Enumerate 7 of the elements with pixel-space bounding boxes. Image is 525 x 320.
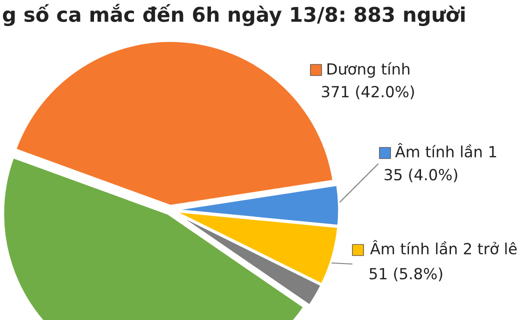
legend-label: Âm tính lần 1 [395,143,496,158]
legend-label: Âm tính lần 2 trở lê [370,240,517,254]
legend-label: Dương tính [328,62,410,78]
data-label: 371 (42.0%) [322,86,414,100]
data-label: 35 (4.0%) [384,168,458,182]
data-label: 51 (5.8%) [370,268,442,282]
chart-title: g số ca mắc đến 6h ngày 13/8: 883 người [2,4,465,26]
